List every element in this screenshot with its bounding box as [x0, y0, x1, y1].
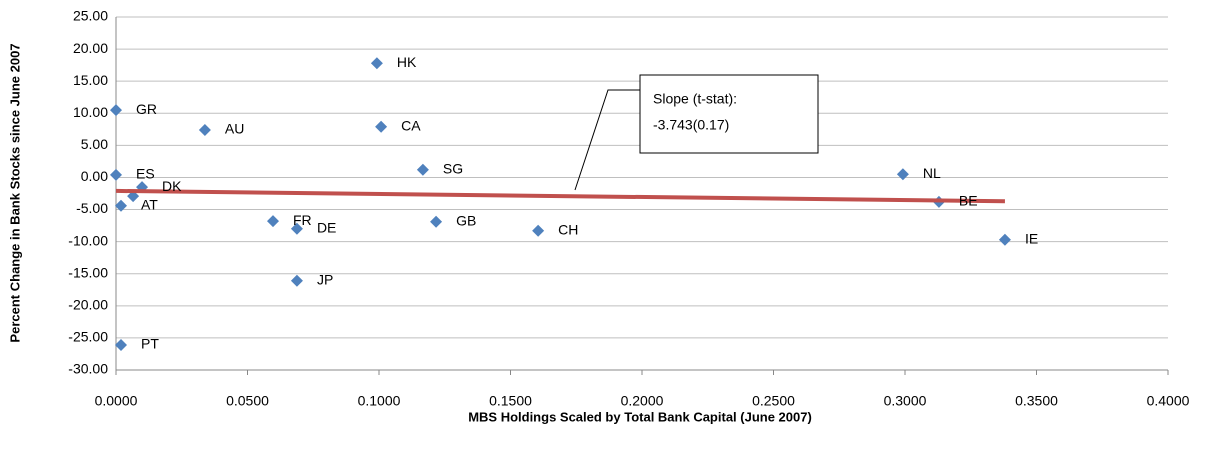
point-label: HK: [397, 54, 417, 70]
point-label: GB: [456, 212, 476, 228]
y-tick-label: -25.00: [68, 329, 108, 345]
point: [370, 57, 383, 70]
point: [430, 215, 443, 228]
point-label: FR: [293, 212, 312, 228]
x-tick-label: 0.2500: [752, 393, 795, 409]
point-label: ES: [136, 166, 155, 182]
y-tick-label: 25.00: [73, 8, 108, 24]
y-axis-title: Percent Change in Bank Stocks since June…: [7, 43, 22, 342]
x-axis-title: MBS Holdings Scaled by Total Bank Capita…: [468, 409, 812, 424]
y-tick-label: -5.00: [76, 200, 108, 216]
point: [290, 274, 303, 287]
point-label: GR: [136, 101, 157, 117]
y-tick-label: -10.00: [68, 232, 108, 248]
x-tick-label: 0.0000: [95, 393, 138, 409]
point-label: IE: [1025, 230, 1038, 246]
point-label: AT: [141, 196, 158, 212]
point-label: SG: [443, 160, 463, 176]
annotation-box: [639, 74, 819, 154]
point-label: CA: [401, 117, 421, 133]
point: [290, 222, 303, 235]
x-tick-label: 0.3000: [884, 393, 927, 409]
point: [198, 123, 211, 136]
x-tick-label: 0.1500: [489, 393, 532, 409]
y-tick-label: 5.00: [81, 136, 108, 152]
y-tick-label: -30.00: [68, 361, 108, 377]
point-label: DK: [162, 178, 182, 194]
callout-line: [574, 89, 640, 191]
annotation-text: -3.743(0.17): [653, 117, 729, 133]
point: [114, 338, 127, 351]
y-tick-label: 15.00: [73, 72, 108, 88]
point: [267, 215, 280, 228]
trend-line: [115, 188, 1005, 204]
point: [110, 104, 122, 117]
x-tick-label: 0.3500: [1015, 393, 1058, 409]
point-label: NL: [923, 165, 941, 181]
point-label: PT: [141, 336, 159, 352]
point-label: CH: [558, 221, 578, 237]
x-tick-label: 0.4000: [1147, 393, 1190, 409]
x-tick-label: 0.2000: [621, 393, 664, 409]
point-label: DE: [317, 220, 336, 236]
point: [998, 233, 1011, 246]
y-tick-label: -20.00: [68, 297, 108, 313]
point: [114, 199, 127, 212]
point-label: BE: [959, 193, 978, 209]
point: [416, 163, 429, 176]
point-label: AU: [225, 121, 244, 137]
y-tick-label: 0.00: [81, 168, 108, 184]
annotation-text: Slope (t-stat):: [653, 91, 737, 107]
point: [532, 224, 545, 237]
point-label: JP: [317, 271, 333, 287]
y-tick-label: 20.00: [73, 40, 108, 56]
y-tick-label: 10.00: [73, 104, 108, 120]
point: [375, 120, 388, 133]
x-tick-label: 0.0500: [226, 393, 269, 409]
point: [896, 168, 909, 181]
y-tick-label: -15.00: [68, 264, 108, 280]
point: [110, 168, 122, 181]
x-tick-label: 0.1000: [358, 393, 401, 409]
